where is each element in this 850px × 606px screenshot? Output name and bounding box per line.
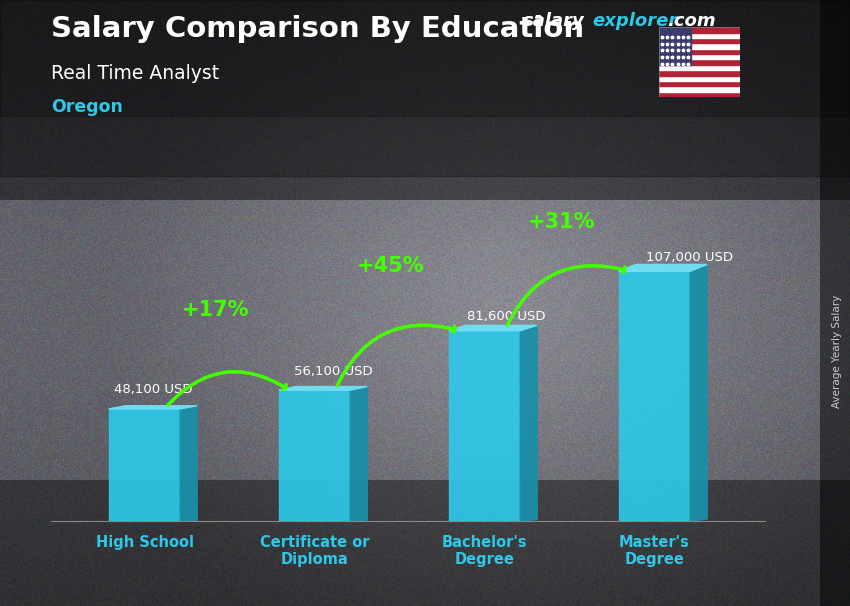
Bar — [659, 48, 740, 54]
Text: Average Yearly Salary: Average Yearly Salary — [832, 295, 842, 408]
Polygon shape — [279, 390, 350, 521]
Text: Salary Comparison By Education: Salary Comparison By Education — [51, 15, 584, 43]
Bar — [659, 59, 740, 65]
Bar — [659, 33, 740, 38]
Polygon shape — [279, 387, 367, 390]
Text: .com: .com — [667, 12, 716, 30]
Bar — [659, 65, 740, 70]
Bar — [659, 76, 740, 81]
Text: Oregon: Oregon — [51, 98, 123, 116]
Text: explorer: explorer — [592, 12, 677, 30]
Polygon shape — [619, 264, 707, 271]
Text: Real Time Analyst: Real Time Analyst — [51, 64, 219, 82]
Bar — [659, 81, 740, 86]
Bar — [659, 70, 740, 76]
Bar — [0, 0, 850, 116]
Text: +31%: +31% — [527, 211, 595, 232]
Polygon shape — [449, 331, 520, 521]
Bar — [659, 27, 691, 65]
Bar — [0, 0, 850, 176]
Bar — [659, 86, 740, 92]
Text: 107,000 USD: 107,000 USD — [646, 250, 733, 264]
Polygon shape — [350, 387, 367, 521]
Bar — [659, 92, 740, 97]
Polygon shape — [109, 409, 180, 521]
Text: +17%: +17% — [182, 300, 250, 320]
Polygon shape — [180, 406, 197, 521]
Text: 81,600 USD: 81,600 USD — [468, 310, 546, 323]
Bar — [659, 38, 740, 44]
Bar — [659, 44, 740, 48]
Polygon shape — [449, 325, 537, 331]
Bar — [659, 27, 740, 33]
Text: 48,100 USD: 48,100 USD — [114, 383, 192, 396]
Text: +45%: +45% — [357, 256, 425, 276]
Text: 56,100 USD: 56,100 USD — [294, 365, 372, 378]
Text: salary: salary — [523, 12, 585, 30]
Polygon shape — [520, 325, 537, 521]
Polygon shape — [690, 264, 707, 521]
Bar — [659, 54, 740, 59]
Polygon shape — [619, 271, 690, 521]
Polygon shape — [109, 406, 197, 409]
